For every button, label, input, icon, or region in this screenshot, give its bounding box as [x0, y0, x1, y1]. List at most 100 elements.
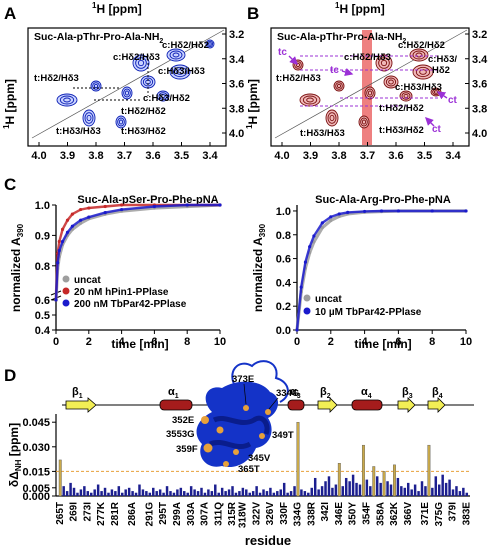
residue-leader-334g [268, 397, 279, 410]
series-1-point-9 [120, 203, 124, 207]
x-tick-label-b-2: 3.8 [331, 150, 346, 162]
x-tick-label-a-0: 4.0 [31, 150, 46, 162]
nmr-peak-a-1 [132, 54, 150, 72]
x-tick-label-0: 0 [53, 336, 59, 348]
bar-354 [365, 479, 369, 496]
series-1-point-6 [79, 207, 83, 212]
bar-286 [131, 491, 134, 496]
nmr-peaks-b [292, 48, 442, 129]
bar-327 [272, 492, 276, 496]
bar-337 [307, 492, 310, 496]
bar-329 [279, 489, 282, 496]
bar-295 [162, 492, 165, 496]
bar-369 [417, 491, 420, 496]
y-tick-label-a-4: 4.0 [229, 128, 244, 140]
x-tick-label-4: 8 [429, 336, 435, 348]
x-tick-label-0: 0 [294, 336, 300, 348]
series-2-point-8 [103, 211, 107, 215]
series-1-point-0 [295, 328, 299, 332]
bar-tick-label-11: 311Q [213, 502, 224, 526]
bar-333 [293, 486, 296, 496]
nmr-label-b-t-d3d3: t:Hδ3/Hδ3 [300, 128, 345, 139]
x-tick-label-a-1: 3.9 [60, 150, 75, 162]
bar-343 [327, 476, 331, 496]
series-1-point-5 [320, 221, 324, 225]
bar-352 [358, 484, 362, 496]
bar-tick-label-24: 362K [389, 501, 400, 526]
bar-361 [389, 484, 393, 496]
bar-tick-label-20: 346E [334, 502, 345, 526]
bar-358 [379, 482, 382, 496]
bar-381 [458, 491, 462, 496]
bar-306 [200, 487, 203, 496]
ss-beta-1 [65, 397, 97, 413]
series-1-point-6 [329, 215, 333, 219]
bar-tick-label-4: 281R [110, 501, 121, 526]
x-tick-label-b-3: 3.7 [360, 150, 375, 162]
nmr-diagonal-a [31, 29, 225, 139]
bar-282 [117, 486, 121, 496]
bar-324 [262, 489, 265, 496]
x-tick-label-1: 2 [328, 336, 334, 348]
nmr-label-b-c-d3: c:Hδ3/ [428, 54, 457, 65]
ss-label-a1: α1 [168, 386, 179, 400]
bar-293 [155, 491, 158, 496]
bar-302 [186, 492, 189, 496]
y-tick-label-3: 0.8 [35, 261, 50, 273]
x-tick-label-3: 6 [395, 336, 401, 348]
bar-366 [406, 482, 410, 496]
axis-label-1h-left-b: 1H [ppm] [245, 79, 260, 129]
bar-340 [317, 489, 320, 496]
x-tick-label-a-4: 3.6 [145, 150, 160, 162]
bar-382 [462, 487, 465, 496]
nmr-label-b-t-d2d2: t:Hδ2/Hδ2 [379, 103, 424, 114]
bar-368 [413, 484, 417, 496]
exchange-label-tc-2: tc [330, 65, 339, 76]
bar-301 [183, 491, 186, 496]
nmr-label-c-d3d3: c:Hδ3/Hδ3 [158, 66, 205, 77]
kinetics-plot-right: 0 2 4 6 8 10 0.0 0.2 0.4 0.6 0.8 1.0 [276, 205, 472, 348]
series-1-point-12 [430, 209, 434, 213]
bar-tick-label-27: 375G [434, 502, 445, 527]
bar-271 [79, 489, 83, 496]
x-tick-label-b-4: 3.6 [388, 150, 403, 162]
legend-swatch-tbpar-right [303, 307, 311, 315]
series-1-point-3 [308, 245, 312, 249]
nmr-peaks-a [56, 39, 215, 129]
bar-372 [427, 444, 431, 497]
ss-beta-3 [397, 397, 416, 413]
protein-structure-cartoon: 373E 334G 352E 3553G 349T 359F 345V 365T [166, 360, 299, 475]
bar-272 [83, 486, 86, 496]
x-tick-label-a-2: 3.8 [88, 150, 103, 162]
series-1-point-13 [464, 209, 468, 213]
bar-tick-label-21: 350Y [348, 502, 359, 526]
nmr-peak-a-2 [169, 64, 191, 80]
x-tick-label-b-5: 3.5 [417, 150, 432, 162]
residue-leader-373e [243, 383, 247, 405]
bar-tick-label-15: 326V [265, 502, 276, 526]
bar-377 [444, 482, 448, 496]
panel-a: A 1H [ppm] Suc-Ala-pThr-Pro-Ala-NH2 c:Hδ… [2, 1, 245, 162]
nmr-peak-a-0 [166, 48, 186, 62]
legend-label-hpin1: 20 nM hPin1-PPlase [74, 287, 169, 298]
y-tick-label-4: 0.8 [276, 230, 291, 242]
series-2-point-9 [120, 207, 124, 212]
bar-380 [455, 486, 458, 496]
bar-378 [448, 479, 451, 496]
bar-363 [396, 477, 400, 496]
series-1-point-8 [103, 204, 107, 209]
series-1-point-8 [346, 210, 350, 214]
bar-344 [331, 487, 334, 496]
panel-letter-a: A [4, 4, 16, 23]
kinetics-plot-left: 0 2 4 6 8 10 0.4 0.5 0.6 0.8 0.9 1.0 [35, 200, 226, 348]
ss-alpha-4 [351, 399, 383, 411]
bar-321 [251, 491, 255, 496]
y-tick-label-a-0: 3.2 [229, 29, 244, 41]
bar-tick-label-0: 265T [55, 502, 66, 525]
bar-276 [96, 484, 100, 496]
exchange-arrow-4 [425, 117, 435, 127]
series-2-point-4 [65, 230, 70, 234]
panel-d: D β1 α1 α3 β2 α4 β3 β4 0.0000.0050.0150.… [4, 360, 474, 548]
bar-y-tick-label-4: 0.045 [22, 417, 50, 429]
nmr-water-stripe [362, 30, 372, 145]
